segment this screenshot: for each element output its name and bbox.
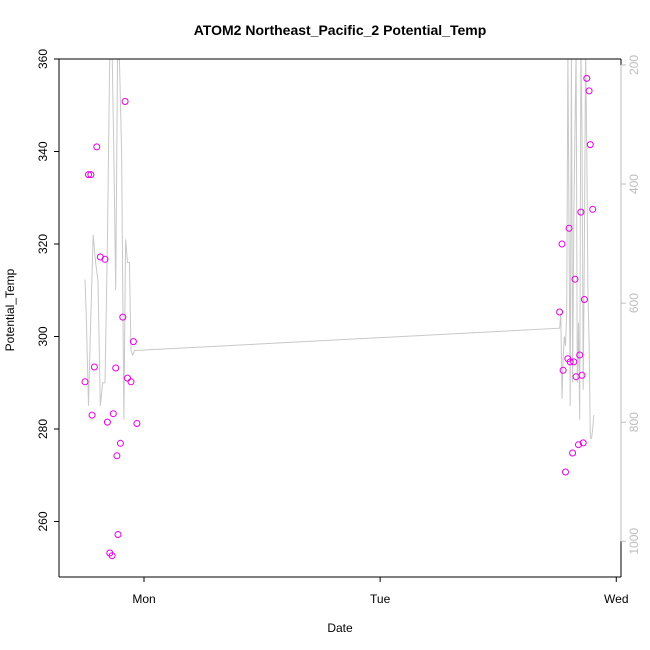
data-point bbox=[583, 74, 591, 82]
data-point bbox=[585, 87, 593, 95]
data-point bbox=[113, 452, 121, 460]
y-tick-label: 280 bbox=[36, 419, 50, 439]
data-point bbox=[88, 411, 96, 419]
data-point bbox=[81, 378, 89, 386]
data-point bbox=[133, 420, 141, 427]
y-axis-label: Potential_Temp bbox=[3, 268, 17, 351]
x-axis-label: Date bbox=[327, 621, 353, 635]
data-point bbox=[575, 441, 582, 449]
y2-tick-label: 800 bbox=[627, 412, 641, 432]
data-point bbox=[93, 143, 101, 151]
y-tick-label: 320 bbox=[36, 234, 50, 254]
x-tick-label: Tue bbox=[370, 592, 391, 606]
data-point bbox=[578, 371, 586, 379]
data-point bbox=[101, 255, 109, 263]
data-point bbox=[103, 418, 111, 426]
data-point bbox=[576, 351, 584, 359]
data-point bbox=[580, 296, 588, 303]
data-point bbox=[559, 366, 567, 374]
data-point bbox=[572, 373, 580, 381]
data-point bbox=[558, 240, 566, 248]
y-tick-label: 360 bbox=[36, 49, 50, 69]
data-point bbox=[108, 552, 116, 560]
data-point bbox=[109, 410, 117, 418]
data-point bbox=[90, 363, 98, 371]
data-point bbox=[565, 224, 573, 232]
y2-tick-label: 200 bbox=[627, 55, 641, 75]
data-point bbox=[124, 374, 131, 382]
data-point bbox=[577, 208, 585, 216]
data-point bbox=[569, 449, 577, 457]
x-tick-label: Mon bbox=[132, 592, 155, 606]
data-point bbox=[566, 358, 574, 366]
y-tick-label: 300 bbox=[36, 326, 50, 346]
data-point bbox=[556, 308, 564, 316]
data-point bbox=[112, 364, 120, 372]
y2-tick-label: 1000 bbox=[627, 528, 641, 555]
data-point bbox=[121, 98, 129, 105]
data-point bbox=[127, 378, 135, 386]
data-point bbox=[562, 468, 569, 476]
plot-layer: 260 280 300 320 340 360 200 400 600 800 1000 Mon Tue… bbox=[36, 49, 641, 606]
data-point bbox=[119, 313, 127, 321]
data-point bbox=[85, 171, 92, 179]
data-point bbox=[571, 275, 579, 283]
y2-tick-label: 600 bbox=[627, 293, 641, 313]
y-tick-label: 340 bbox=[36, 141, 50, 161]
data-line-1 bbox=[84, 59, 595, 439]
data-point bbox=[570, 358, 578, 366]
data-point bbox=[87, 171, 95, 179]
x-tick-label: Wed bbox=[604, 592, 628, 606]
chart-title: ATOM2 Northeast_Pacific_2 Potential_Temp bbox=[194, 22, 487, 38]
y-tick-label: 260 bbox=[36, 511, 50, 531]
y2-tick-label: 400 bbox=[627, 174, 641, 194]
data-point bbox=[589, 205, 597, 213]
data-point bbox=[586, 141, 594, 149]
data-point bbox=[114, 531, 122, 538]
data-point bbox=[579, 439, 587, 447]
data-point bbox=[129, 338, 137, 346]
data-point bbox=[116, 439, 124, 447]
